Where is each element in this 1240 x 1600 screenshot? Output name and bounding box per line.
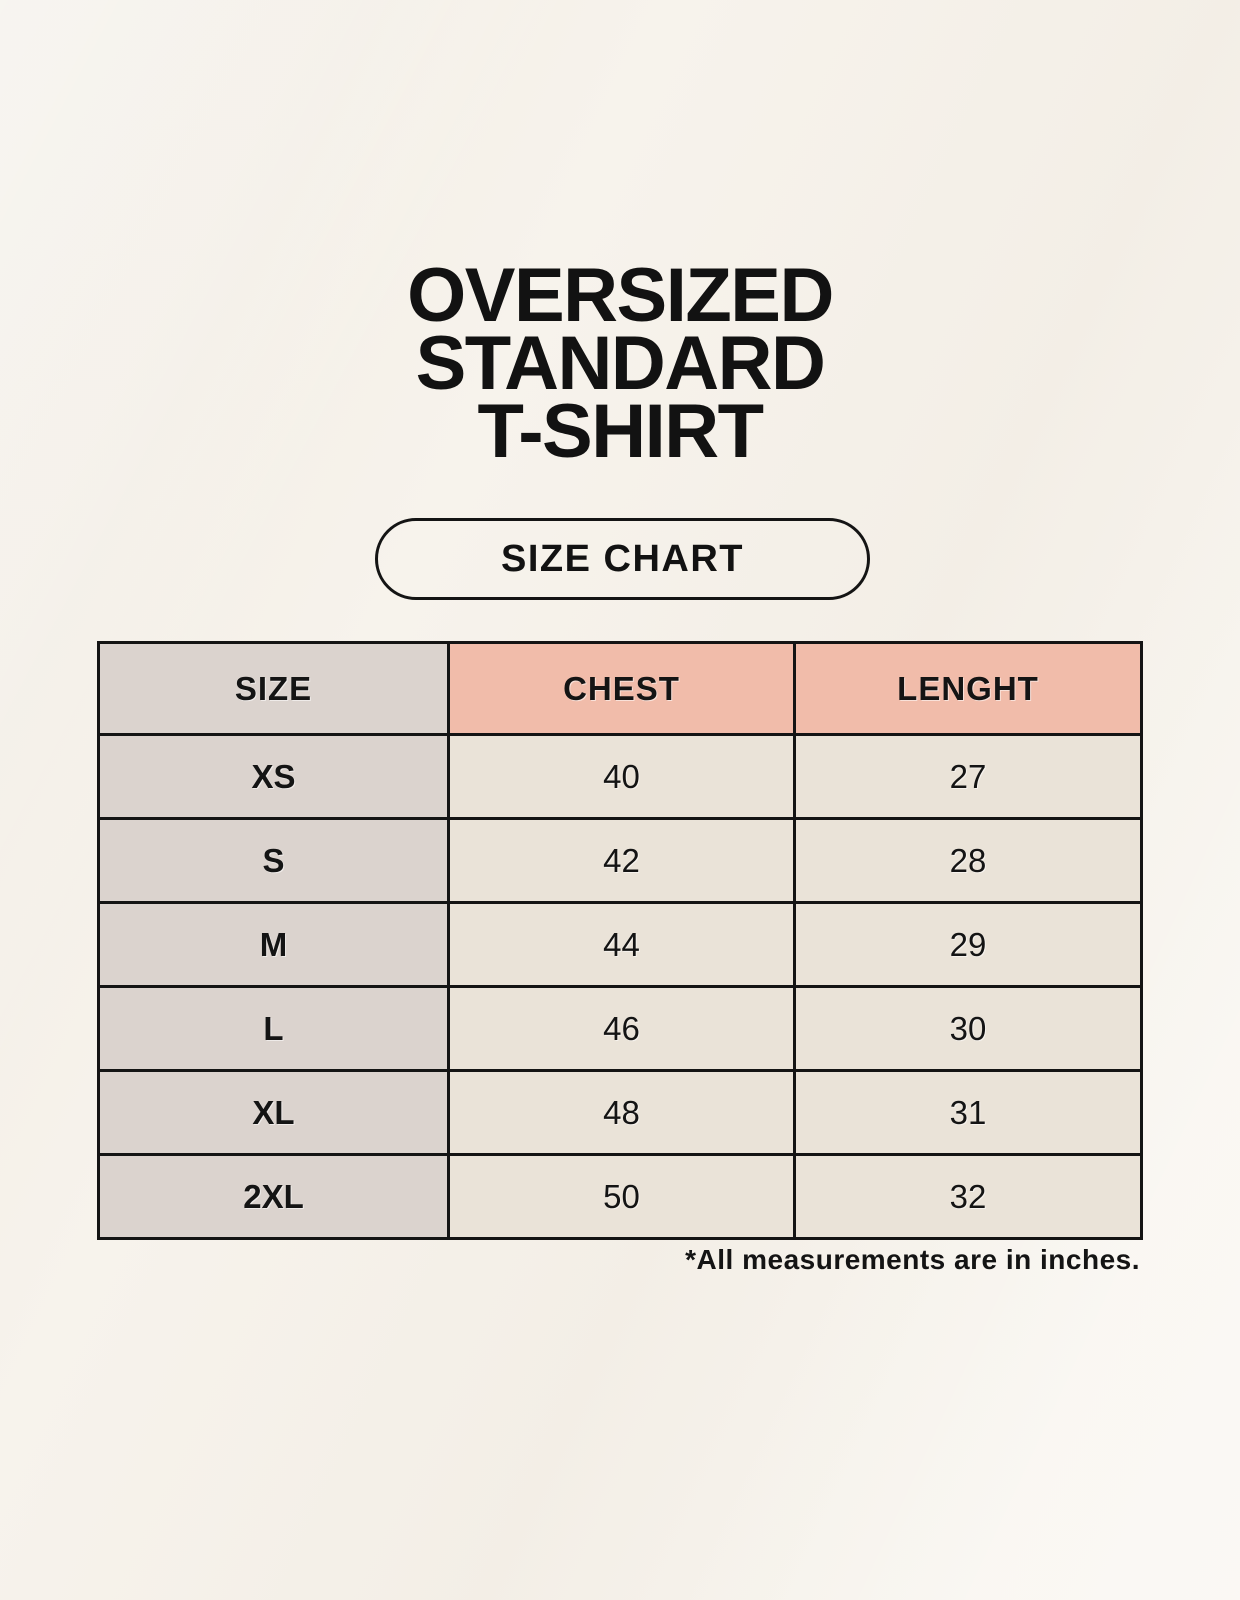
page-title: OVERSIZED STANDARD T-SHIRT	[0, 258, 1240, 470]
chest-cell: 50	[447, 1153, 796, 1240]
table-header-length: LENGHT	[793, 641, 1143, 736]
chest-cell: 40	[447, 733, 796, 820]
size-cell: M	[97, 901, 450, 988]
size-cell: 2XL	[97, 1153, 450, 1240]
page-title-line: OVERSIZED	[407, 253, 834, 338]
size-cell: S	[97, 817, 450, 904]
table-header-chest: CHEST	[447, 641, 796, 736]
chest-cell: 44	[447, 901, 796, 988]
table-row-2xl: 2XL 50 32	[97, 1153, 1143, 1240]
size-cell: L	[97, 985, 450, 1072]
page-title-line: STANDARD	[415, 321, 826, 406]
chest-cell: 42	[447, 817, 796, 904]
size-chart-table: SIZE CHEST LENGHT XS 40 27 S 42 28 M 44 …	[97, 641, 1143, 1240]
table-row-xl: XL 48 31	[97, 1069, 1143, 1156]
size-chart-badge: SIZE CHART	[375, 518, 870, 600]
page-title-line: T-SHIRT	[477, 389, 764, 474]
length-cell: 31	[793, 1069, 1143, 1156]
measurements-footnote: *All measurements are in inches.	[685, 1244, 1140, 1275]
table-row-l: L 46 30	[97, 985, 1143, 1072]
size-cell: XS	[97, 733, 450, 820]
size-chart-badge-label: SIZE CHART	[501, 537, 744, 580]
table-row-m: M 44 29	[97, 901, 1143, 988]
length-cell: 29	[793, 901, 1143, 988]
size-cell: XL	[97, 1069, 450, 1156]
table-row-xs: XS 40 27	[97, 733, 1143, 820]
chest-cell: 46	[447, 985, 796, 1072]
table-header-row: SIZE CHEST LENGHT	[97, 641, 1143, 736]
length-cell: 30	[793, 985, 1143, 1072]
table-header-size: SIZE	[97, 641, 450, 736]
length-cell: 32	[793, 1153, 1143, 1240]
table-row-s: S 42 28	[97, 817, 1143, 904]
chest-cell: 48	[447, 1069, 796, 1156]
length-cell: 28	[793, 817, 1143, 904]
length-cell: 27	[793, 733, 1143, 820]
